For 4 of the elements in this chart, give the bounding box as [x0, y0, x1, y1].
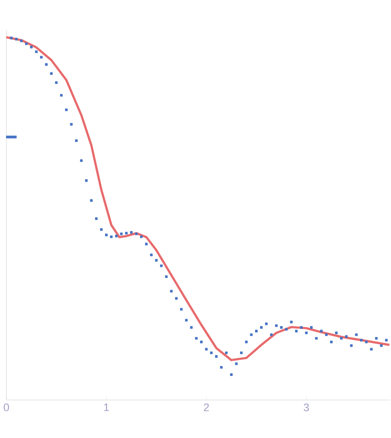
- x-tick-label: 1: [104, 404, 110, 412]
- x-tick-label: 3: [304, 404, 310, 412]
- x-tick-label: 2: [204, 404, 210, 412]
- x-tick-label: 0: [4, 404, 10, 412]
